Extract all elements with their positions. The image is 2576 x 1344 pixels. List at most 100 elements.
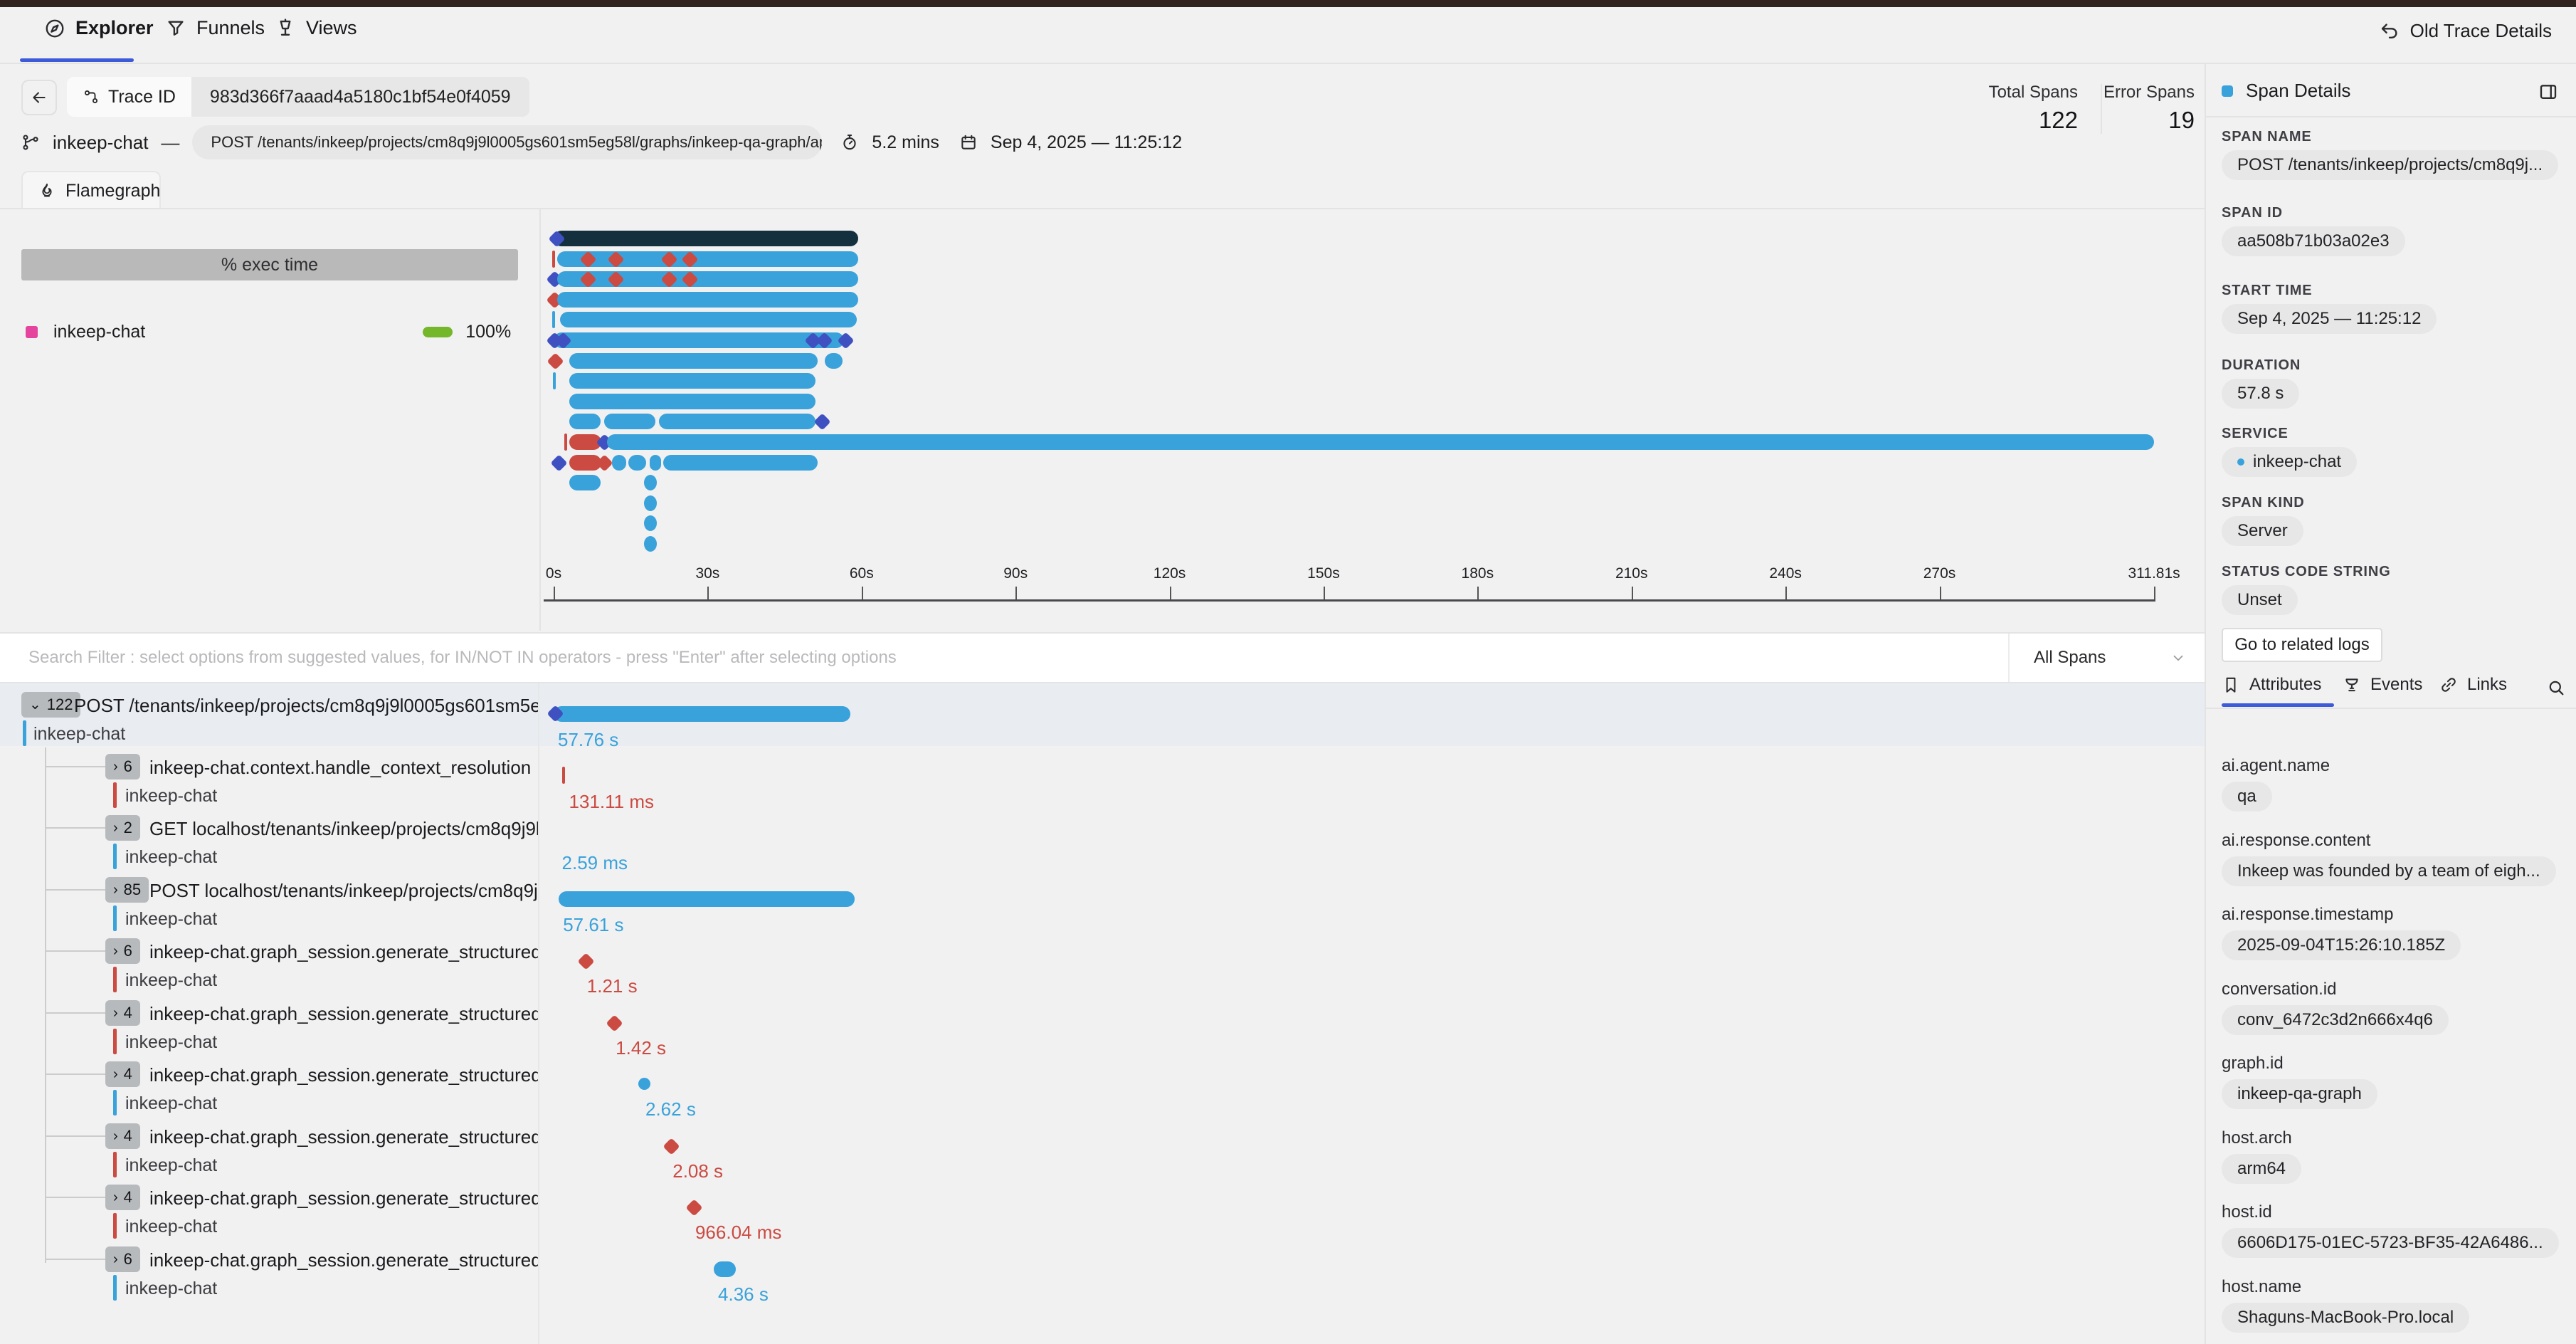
waterfall-span-bar[interactable] bbox=[559, 891, 855, 907]
detail-field-label: DURATION bbox=[2222, 357, 2301, 373]
flame-span[interactable] bbox=[628, 454, 646, 471]
span-tree-row[interactable]: › 6 inkeep-chat.graph_session.generate_str… bbox=[0, 1239, 538, 1301]
flame-span[interactable] bbox=[557, 251, 858, 267]
flame-span[interactable] bbox=[663, 454, 818, 471]
waterfall-row[interactable]: 2.62 s bbox=[542, 1054, 2205, 1120]
span-count-badge[interactable]: › 6 bbox=[105, 753, 140, 779]
waterfall-span-diamond[interactable] bbox=[685, 1199, 703, 1217]
legend-row[interactable]: inkeep-chat 100% bbox=[26, 322, 511, 342]
flame-span[interactable] bbox=[824, 352, 843, 369]
flame-span[interactable] bbox=[612, 454, 626, 471]
span-tree-row[interactable]: › 6 inkeep-chat.graph_session.generate_str… bbox=[0, 931, 538, 993]
flame-span[interactable] bbox=[569, 475, 601, 491]
flame-span[interactable] bbox=[569, 454, 602, 471]
flame-span[interactable] bbox=[557, 291, 858, 308]
waterfall-row[interactable]: 966.04 ms bbox=[542, 1177, 2205, 1243]
flame-row bbox=[542, 291, 2205, 309]
span-count-badge[interactable]: › 4 bbox=[105, 999, 140, 1026]
waterfall-row[interactable]: 2.08 s bbox=[542, 1116, 2205, 1182]
chevron-right-icon: › bbox=[113, 1128, 118, 1144]
span-tree-row[interactable]: ⌄ 122 POST /tenants/inkeep/projects/cm8q9j… bbox=[0, 685, 538, 747]
waterfall-row[interactable]: 2.59 ms bbox=[542, 808, 2205, 873]
span-count-badge[interactable]: › 4 bbox=[105, 1061, 140, 1087]
waterfall-span-pill[interactable] bbox=[714, 1261, 737, 1277]
flame-event-diamond[interactable] bbox=[547, 352, 564, 370]
trace-id-value[interactable]: 983d366f7aaad4a5180c1bf54e0f4059 bbox=[191, 77, 529, 117]
attributes-search-icon[interactable] bbox=[2546, 678, 2566, 698]
flame-span[interactable] bbox=[569, 414, 601, 430]
error-spans-label: Error Spans bbox=[2103, 83, 2195, 102]
span-tree-row[interactable]: › 4 inkeep-chat.graph_session.generate_str… bbox=[0, 1116, 538, 1178]
waterfall-row[interactable]: 1.42 s bbox=[542, 993, 2205, 1059]
waterfall-row[interactable]: 57.61 s bbox=[542, 870, 2205, 935]
span-tree-row[interactable]: › 2 GET localhost/tenants/inkeep/projects/… bbox=[0, 808, 538, 870]
flame-span-tick[interactable] bbox=[553, 372, 556, 390]
flame-event-diamond[interactable] bbox=[550, 454, 568, 472]
waterfall-row[interactable]: 131.11 ms bbox=[542, 747, 2205, 812]
span-count-badge[interactable]: › 85 bbox=[105, 876, 149, 903]
flame-span[interactable] bbox=[569, 373, 815, 389]
flame-span-dot[interactable] bbox=[643, 536, 657, 552]
service-color-bar bbox=[113, 905, 117, 931]
span-tree-row[interactable]: › 85 POST localhost/tenants/inkeep/project… bbox=[0, 870, 538, 932]
detail-tab-events[interactable]: Events bbox=[2343, 675, 2422, 695]
old-trace-details-link[interactable]: Old Trace Details bbox=[2379, 20, 2552, 42]
flame-span[interactable] bbox=[559, 312, 857, 328]
flame-span[interactable] bbox=[569, 393, 815, 409]
span-tree-row[interactable]: › 6 inkeep-chat.context.handle_context_res… bbox=[0, 747, 538, 809]
axis-tick-mark bbox=[861, 587, 863, 599]
flame-span-dot[interactable] bbox=[643, 515, 657, 532]
span-tree-row[interactable]: › 4 inkeep-chat.graph_session.generate_str… bbox=[0, 1177, 538, 1239]
span-count-badge[interactable]: › 4 bbox=[105, 1185, 140, 1210]
flame-span[interactable] bbox=[569, 434, 602, 450]
flame-span-tick[interactable] bbox=[552, 311, 555, 329]
flame-span[interactable] bbox=[658, 414, 815, 430]
trace-id-chip[interactable]: Trace ID 983d366f7aaad4a5180c1bf54e0f405… bbox=[67, 77, 529, 117]
flame-span[interactable] bbox=[649, 454, 661, 471]
flame-span[interactable] bbox=[554, 332, 844, 348]
back-button[interactable] bbox=[21, 80, 57, 115]
waterfall-span-bar[interactable] bbox=[554, 706, 850, 722]
span-count-badge[interactable]: ⌄ 122 bbox=[21, 692, 81, 718]
span-tree-row[interactable]: › 4 inkeep-chat.graph_session.generate_str… bbox=[0, 1054, 538, 1116]
flame-span-tick[interactable] bbox=[552, 250, 555, 268]
span-count-badge[interactable]: › 6 bbox=[105, 938, 140, 964]
flame-span-dot[interactable] bbox=[643, 475, 657, 491]
flame-span-tick[interactable] bbox=[564, 434, 568, 451]
flame-row bbox=[542, 434, 2205, 451]
flame-span[interactable] bbox=[557, 271, 858, 288]
attribute-value: conv_6472c3d2n666x4q6 bbox=[2222, 1004, 2449, 1035]
views-icon bbox=[275, 18, 296, 39]
waterfall-span-diamond[interactable] bbox=[663, 1137, 680, 1155]
waterfall-row[interactable]: 4.36 s bbox=[542, 1239, 2205, 1305]
flame-span[interactable] bbox=[554, 231, 858, 246]
nav-tab-explorer[interactable]: Explorer bbox=[44, 17, 154, 39]
go-to-related-logs-button[interactable]: Go to related logs bbox=[2222, 628, 2382, 662]
detail-tab-attributes[interactable]: Attributes bbox=[2222, 675, 2321, 695]
detail-tab-links[interactable]: Links bbox=[2439, 675, 2507, 695]
span-scope-select[interactable]: All Spans bbox=[2008, 634, 2205, 682]
panel-toggle-icon[interactable] bbox=[2538, 81, 2559, 103]
tab-flamegraph[interactable]: Flamegraph bbox=[21, 171, 161, 209]
waterfall-span-diamond[interactable] bbox=[606, 1014, 623, 1032]
waterfall-row[interactable]: 57.76 s bbox=[542, 685, 2205, 750]
nav-tab-views[interactable]: Views bbox=[275, 17, 357, 39]
nav-tab-funnels[interactable]: Funnels bbox=[165, 17, 265, 39]
flame-span-dot[interactable] bbox=[643, 495, 657, 511]
span-count-badge[interactable]: › 6 bbox=[105, 1246, 140, 1272]
waterfall-row[interactable]: 1.21 s bbox=[542, 931, 2205, 997]
span-tree-row[interactable]: › 4 inkeep-chat.graph_session.generate_str… bbox=[0, 993, 538, 1055]
detail-field-label: SPAN NAME bbox=[2222, 129, 2312, 145]
waterfall-span-tick[interactable] bbox=[561, 766, 565, 784]
flame-span[interactable] bbox=[569, 352, 818, 369]
span-name: inkeep-chat.graph_session.generate_struc… bbox=[149, 1064, 538, 1086]
span-count-badge[interactable]: › 4 bbox=[105, 1123, 140, 1149]
span-count-badge[interactable]: › 2 bbox=[105, 815, 140, 841]
chevron-right-icon: › bbox=[113, 943, 118, 959]
waterfall-span-diamond[interactable] bbox=[577, 952, 595, 970]
flame-span[interactable] bbox=[604, 414, 655, 430]
flame-event-diamond[interactable] bbox=[813, 413, 831, 431]
search-filter-input[interactable] bbox=[0, 634, 2008, 682]
flame-span[interactable] bbox=[607, 434, 2154, 450]
waterfall-span-dot[interactable] bbox=[638, 1078, 650, 1090]
